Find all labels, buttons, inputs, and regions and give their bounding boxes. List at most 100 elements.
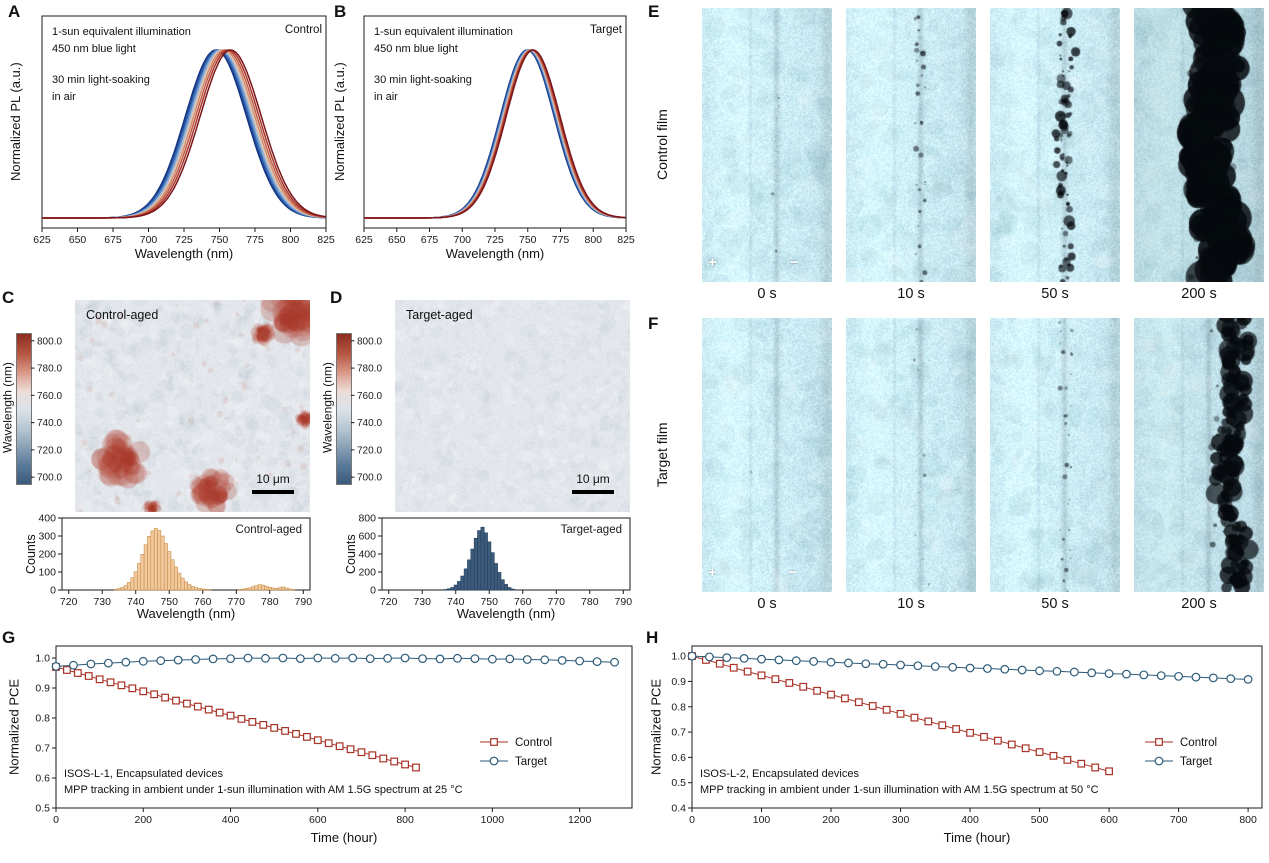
svg-text:825: 825 <box>317 234 335 246</box>
svg-text:780: 780 <box>261 596 279 608</box>
panel-c-colorbar-scale: 800.0 780.0 760.0 740.0 720.0 700.0 <box>31 336 62 484</box>
svg-text:0.5: 0.5 <box>35 803 50 815</box>
svg-text:200: 200 <box>135 814 153 826</box>
annotation-line: 1-sun equivalent illumination <box>374 26 513 38</box>
svg-text:200: 200 <box>38 549 56 561</box>
svg-text:725: 725 <box>486 234 504 246</box>
svg-text:650: 650 <box>388 234 406 246</box>
svg-text:0.5: 0.5 <box>671 777 686 789</box>
panel-d-colorbar-scale: 800.0 780.0 760.0 740.0 720.0 700.0 <box>351 336 382 484</box>
svg-text:720.0: 720.0 <box>357 445 382 456</box>
svg-text:700.0: 700.0 <box>37 473 62 484</box>
svg-text:300: 300 <box>892 814 910 826</box>
annotation-line: in air <box>52 91 76 103</box>
svg-text:775: 775 <box>552 234 570 246</box>
svg-text:400: 400 <box>38 513 56 525</box>
svg-text:1.0: 1.0 <box>35 653 50 665</box>
svg-text:400: 400 <box>358 549 376 561</box>
panel-b-pl-chart: 625 650 675 700 725 750 775 800 825 <box>355 15 635 246</box>
panel-g-label: G <box>2 628 16 647</box>
svg-text:750: 750 <box>480 596 498 608</box>
svg-text:0: 0 <box>53 814 59 826</box>
annotation-line: 1-sun equivalent illumination <box>52 26 191 38</box>
svg-text:750: 750 <box>519 234 537 246</box>
panel-c-colorbar-label: Wavelength (nm) <box>0 362 15 454</box>
svg-text:100: 100 <box>753 814 771 826</box>
svg-text:740.0: 740.0 <box>357 418 382 429</box>
panel-h-x-axis-label: Time (hour) <box>943 830 1011 845</box>
svg-text:770: 770 <box>548 596 566 608</box>
panel-c-histogram: 720 730 740 750 760 770 780 790 0 100 200 300 400 Con… <box>38 513 312 609</box>
svg-text:400: 400 <box>961 814 979 826</box>
panel-h: H Normalized PCE 0 100 200 300 400 500 600 700 8… <box>640 628 1269 863</box>
panel-f-minus-electrode-mark: − <box>788 564 797 581</box>
svg-text:Control-aged: Control-aged <box>236 524 302 536</box>
annotation-line: MPP tracking in ambient under 1-sun illu… <box>700 784 1099 796</box>
panel-f-image-200s <box>1134 318 1264 592</box>
panel-f-time-label-2: 50 s <box>1041 596 1069 612</box>
panel-e-image-10s <box>846 8 976 282</box>
svg-text:300: 300 <box>38 531 56 543</box>
svg-text:780.0: 780.0 <box>357 364 382 375</box>
panel-d-histogram-y-label: Counts <box>344 534 358 574</box>
panel-e-image-50s <box>990 8 1120 282</box>
panel-c-label: C <box>2 288 15 307</box>
svg-text:800: 800 <box>282 234 300 246</box>
svg-text:760.0: 760.0 <box>37 391 62 402</box>
panel-b: B Normalized PL (a.u.) 625 650 675 700 725 75… <box>320 0 638 272</box>
svg-text:650: 650 <box>69 234 87 246</box>
panel-d: D Wavelength (nm) 800.0 780.0 760.0 740.0 72… <box>320 288 640 633</box>
svg-text:0: 0 <box>689 814 695 826</box>
panel-d-scalebar <box>572 490 614 494</box>
panel-c-scalebar-label: 10 μm <box>256 472 290 486</box>
svg-text:775: 775 <box>246 234 264 246</box>
annotation-line: ISOS-L-1, Encapsulated devices <box>64 768 223 780</box>
svg-text:0.8: 0.8 <box>671 701 686 713</box>
panel-f-row-title: Target film <box>654 422 670 488</box>
svg-text:0.6: 0.6 <box>35 773 50 785</box>
panel-d-map-label: Target-aged <box>406 308 473 322</box>
panel-e-time-label-0: 0 s <box>757 286 777 302</box>
svg-text:825: 825 <box>617 234 635 246</box>
svg-text:0.4: 0.4 <box>671 803 686 815</box>
svg-text:500: 500 <box>1031 814 1049 826</box>
svg-text:0.9: 0.9 <box>35 683 50 695</box>
svg-text:740: 740 <box>127 596 145 608</box>
svg-text:600: 600 <box>358 531 376 543</box>
svg-text:1.0: 1.0 <box>671 651 686 663</box>
annotation-line: 30 min light-soaking <box>52 74 150 86</box>
panel-e-label: E <box>648 2 660 21</box>
svg-text:740.0: 740.0 <box>37 418 62 429</box>
panel-d-scalebar-label: 10 μm <box>576 472 610 486</box>
panel-d-colorbar-label: Wavelength (nm) <box>320 362 335 454</box>
svg-text:740: 740 <box>447 596 465 608</box>
panel-c: C Wavelength (nm) 800.0 780.0 760.0 740.0 72… <box>0 288 320 633</box>
svg-text:750: 750 <box>211 234 229 246</box>
svg-text:0.9: 0.9 <box>671 676 686 688</box>
svg-text:200: 200 <box>822 814 840 826</box>
svg-text:0.8: 0.8 <box>35 713 50 725</box>
panel-c-histogram-y-label: Counts <box>24 534 38 574</box>
svg-text:600: 600 <box>1100 814 1118 826</box>
panel-e-image-0s <box>702 8 832 282</box>
panel-e-minus-electrode-mark: − <box>790 254 799 271</box>
svg-text:750: 750 <box>160 596 178 608</box>
panel-f-time-label-0: 0 s <box>757 596 777 612</box>
svg-text:720: 720 <box>380 596 398 608</box>
svg-text:0.7: 0.7 <box>671 727 686 739</box>
svg-text:700: 700 <box>453 234 471 246</box>
svg-text:800: 800 <box>584 234 602 246</box>
panel-a: A Normalized PL (a.u.) 625 650 675 700 725 75… <box>0 0 340 272</box>
svg-text:780: 780 <box>581 596 599 608</box>
panel-f: F Target film + − 0 s 10 s 50 s 200 s <box>640 312 1269 612</box>
panel-f-image-50s <box>990 318 1120 592</box>
svg-text:0: 0 <box>50 585 56 597</box>
svg-text:1200: 1200 <box>568 814 592 826</box>
svg-text:800: 800 <box>396 814 414 826</box>
panel-f-image-0s <box>702 318 832 592</box>
panel-c-colorbar <box>16 333 32 485</box>
svg-text:760: 760 <box>194 596 212 608</box>
svg-text:0.7: 0.7 <box>35 743 50 755</box>
svg-text:675: 675 <box>104 234 122 246</box>
svg-text:600: 600 <box>309 814 327 826</box>
